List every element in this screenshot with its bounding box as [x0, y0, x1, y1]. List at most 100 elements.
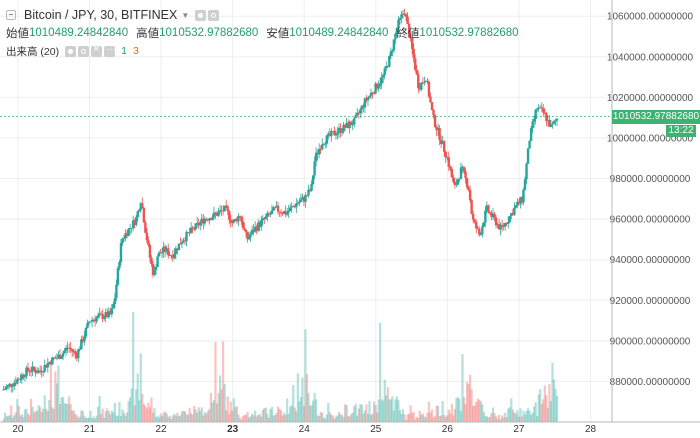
volume-label[interactable]: 出来高 (20): [6, 45, 60, 58]
x-axis[interactable]: 20 21 22 23 24 25 26 27 28: [12, 424, 596, 435]
candle-body: [150, 257, 153, 264]
close-icon[interactable]: [91, 43, 103, 57]
candle-body: [147, 240, 150, 246]
volume-bar: [92, 416, 95, 422]
candle-body: [171, 256, 175, 259]
eye-icon[interactable]: [195, 9, 207, 21]
candle-body: [404, 14, 408, 17]
volume-bar: [511, 409, 514, 422]
candle-body: [31, 366, 34, 372]
volume-bar: [505, 417, 508, 422]
volume-bar: [118, 402, 121, 422]
more-icon[interactable]: [104, 42, 116, 57]
candle-body: [499, 224, 502, 230]
candle-body: [214, 212, 217, 214]
candle-body: [246, 232, 249, 240]
symbol-title[interactable]: Bitcoin / JPY, 30, BITFINEX: [24, 8, 178, 22]
candle-body: [392, 39, 396, 51]
candle-body: [51, 357, 54, 365]
candle-body: [194, 223, 197, 230]
candle-body: [218, 210, 222, 212]
candle-body: [522, 189, 525, 203]
volume-bar: [191, 414, 194, 422]
volume-bar: [456, 397, 460, 422]
volume-bar: [293, 407, 296, 422]
y-tick-label: 1060000.00000000: [607, 12, 694, 23]
volume-bar: [552, 379, 556, 422]
y-axis[interactable]: 880000.00000000 900000.00000000 920000.000…: [607, 12, 694, 388]
candle-body: [507, 222, 510, 225]
candle-body: [212, 212, 216, 218]
candle-body: [433, 115, 437, 127]
candle-body: [449, 166, 452, 169]
candle-body: [414, 58, 417, 70]
candle-body: [127, 228, 130, 236]
candle-body: [130, 227, 133, 229]
ohlc-row: 始値 1010489.24842840 高値 1010532.97882680 …: [6, 24, 527, 42]
volume-bar: [246, 411, 249, 422]
candle-body: [321, 144, 324, 150]
candle-body: [526, 148, 530, 164]
volume-bar: [374, 405, 377, 422]
volume-bar: [401, 409, 405, 422]
volume-bar: [392, 410, 395, 422]
volume-bar: [55, 383, 59, 422]
volume-bar: [446, 415, 449, 422]
volume-bar: [307, 393, 310, 422]
candle-body: [63, 350, 66, 354]
volume-bar: [411, 412, 414, 422]
candle-body: [336, 132, 339, 135]
volume-bar: [77, 417, 80, 422]
candle-body: [313, 161, 316, 176]
candle-body: [267, 213, 271, 215]
volume-bar: [525, 410, 528, 422]
volume-bar: [122, 412, 126, 422]
volume-bar: [266, 413, 269, 422]
volume-bar: [241, 416, 245, 422]
volume-bar: [426, 412, 429, 422]
candle-body: [554, 120, 557, 122]
volume-bar: [376, 412, 379, 422]
volume-bar: [275, 413, 278, 422]
volume-bar: [98, 395, 101, 422]
volume-bar: [328, 412, 331, 422]
volume-bar: [507, 408, 510, 422]
chevron-down-icon[interactable]: ▼: [181, 10, 190, 20]
volume-bar: [540, 403, 543, 422]
volume-bar: [481, 404, 484, 422]
volume-bar: [66, 403, 69, 422]
gear-icon[interactable]: [208, 9, 220, 21]
candle-body: [163, 246, 167, 252]
candle-body: [156, 256, 159, 267]
volume-bar: [7, 415, 10, 422]
candle-body: [270, 210, 274, 214]
gear-icon[interactable]: [78, 45, 90, 57]
candle-body: [435, 126, 438, 131]
candle-body: [279, 212, 283, 214]
candle-body: [159, 252, 162, 254]
candle-body: [536, 108, 539, 110]
candle-body: [285, 212, 289, 215]
volume-bar: [388, 399, 391, 422]
candle-body: [48, 361, 51, 364]
collapse-legend-button[interactable]: [6, 10, 16, 20]
volume-bar: [107, 411, 110, 422]
volume-bar: [193, 406, 196, 422]
candle-body: [64, 347, 68, 351]
candle-body: [57, 354, 60, 358]
volume-bar: [455, 397, 458, 422]
eye-icon[interactable]: [65, 45, 77, 57]
volume-bar: [453, 408, 456, 422]
candle-body: [349, 121, 353, 126]
y-tick-label: 920000.00000000: [610, 296, 691, 307]
candle-body: [479, 234, 482, 236]
candle-body: [354, 115, 357, 119]
volume-bar: [194, 409, 197, 422]
x-tick-label: 25: [370, 424, 382, 435]
volume-bar: [408, 413, 411, 422]
candle-body: [205, 219, 208, 220]
candle-body: [89, 321, 92, 323]
candle-body: [333, 131, 336, 136]
candle-body: [388, 55, 391, 67]
